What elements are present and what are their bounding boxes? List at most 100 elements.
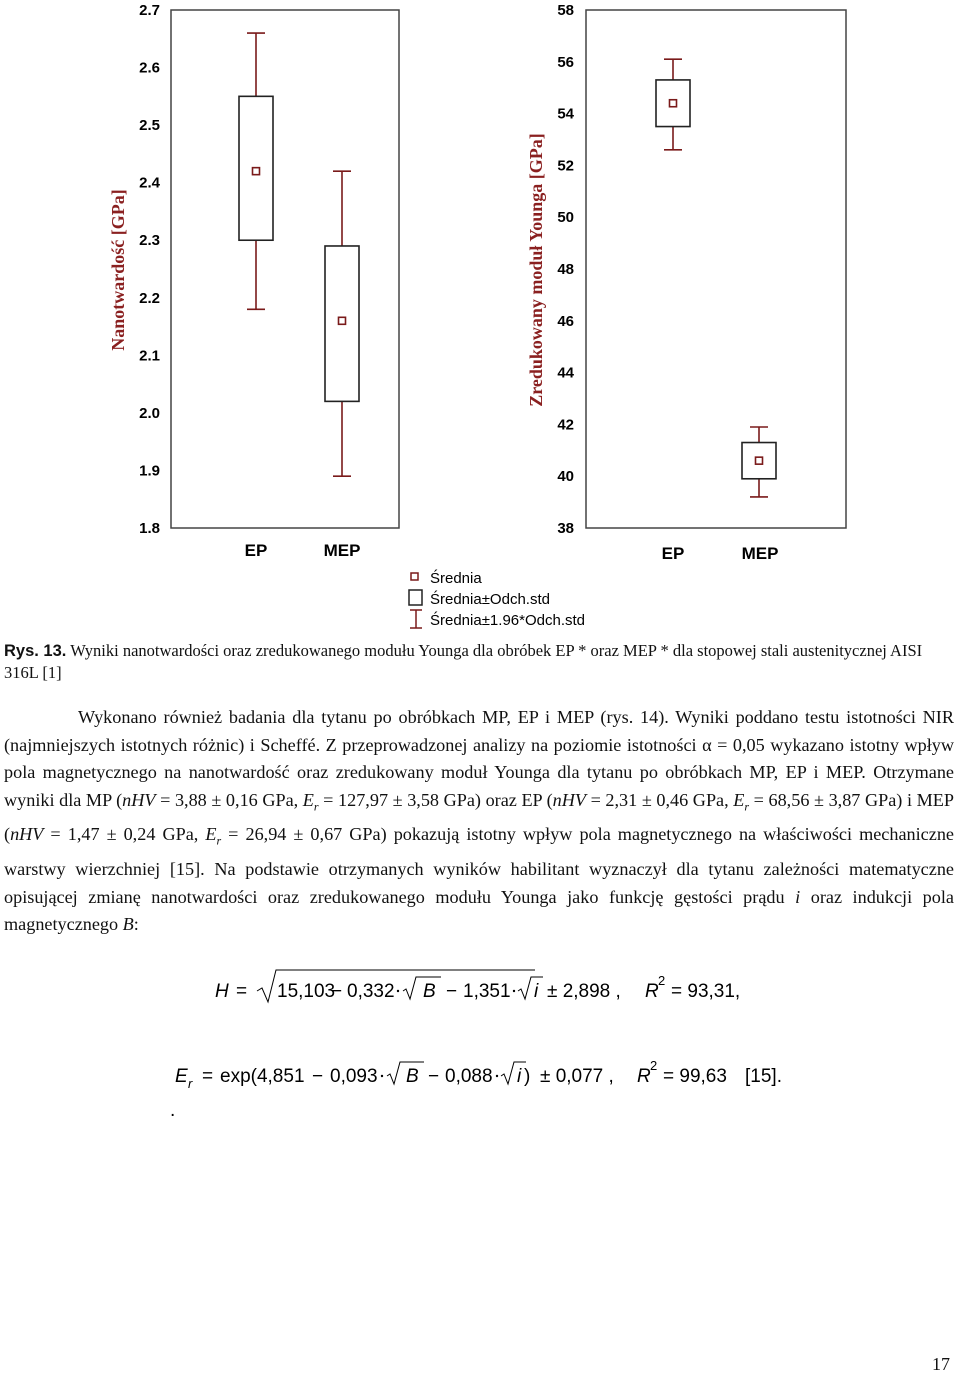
right-y-tick-label: 48	[557, 261, 574, 278]
eq2-const-3: 0,088	[445, 1066, 493, 1087]
para-er-sub-1: r	[313, 799, 319, 814]
legend: Średnia Średnia±Odch.std Średnia±1.96*Od…	[408, 569, 585, 629]
eq1-const-2: 0,332	[347, 981, 395, 1002]
legend-std-label: Średnia±Odch.std	[430, 590, 550, 608]
eq1-r: R	[645, 981, 659, 1002]
left-y-tick-label: 2.2	[139, 290, 160, 307]
para-nhv-1: nHV	[122, 790, 156, 811]
legend-mean-swatch	[410, 572, 419, 581]
stray-dot: .	[170, 1100, 175, 1121]
right-y-tick-label: 44	[557, 365, 574, 382]
left-x-tick-ep: EP	[245, 541, 268, 560]
legend-mean-label: Średnia	[430, 569, 482, 587]
legend-196std-swatch	[410, 609, 422, 629]
right-mep-box	[741, 441, 777, 480]
eq1-const-1: 15,103	[277, 981, 335, 1002]
right-ep-mean-marker	[668, 98, 678, 108]
eq2-var-i: i	[517, 1066, 522, 1087]
para-er-sub-2: r	[744, 799, 750, 814]
eq2-close: )	[524, 1066, 530, 1087]
left-ep-mean-marker	[251, 166, 261, 176]
right-mep-mean-marker	[754, 456, 764, 465]
para-text-4: = 2,31 ± 0,46 GPa,	[585, 790, 734, 811]
legend-std-swatch	[408, 589, 423, 606]
para-er-1: E	[302, 790, 314, 811]
eq2-equals: =	[202, 1066, 213, 1087]
para-text-5: = 68,56 ± 3,87 GPa) i MEP (	[4, 790, 954, 845]
left-mep-mean-marker	[337, 316, 347, 326]
left-y-tick-label: 2.5	[139, 117, 160, 134]
left-y-tick-label: 1.8	[139, 520, 160, 537]
para-er-2: E	[733, 790, 745, 811]
equation-1: H = 15,103 − 0,332 B − 1,351 i ± 2,898 ,…	[215, 969, 740, 1004]
right-y-tick-label: 38	[557, 520, 574, 537]
para-var-i: i	[795, 886, 801, 907]
left-y-tick-label: 2.7	[139, 2, 160, 19]
eq2-plusminus: ± 0,077 ,	[540, 1066, 614, 1087]
left-y-tick-label: 2.1	[139, 347, 160, 364]
eq1-minus-1: −	[331, 981, 342, 1002]
para-nhv-3: nHV	[10, 824, 44, 845]
eq1-var-i: i	[534, 981, 539, 1002]
eq1-sqrt-b	[402, 976, 441, 1001]
right-y-tick-label: 46	[557, 313, 574, 330]
eq2-minus-2: −	[428, 1066, 439, 1087]
left-y-axis-label: Nanotwardość [GPa]	[108, 189, 128, 350]
eq1-sqrt-outer	[256, 969, 535, 1004]
eq2-exp: exp(4,851	[220, 1066, 305, 1087]
eq2-ref: [15].	[745, 1066, 782, 1087]
right-y-tick-label: 52	[557, 157, 574, 174]
eq2-const-2: 0,093	[330, 1066, 378, 1087]
eq2-rhs: = 99,63	[663, 1066, 727, 1087]
left-plot-frame	[170, 9, 400, 529]
para-er-sub-3: r	[216, 834, 222, 849]
para-nhv-2: nHV	[552, 790, 586, 811]
left-y-tick-label: 2.3	[139, 232, 160, 249]
eq1-lhs: H	[215, 981, 229, 1002]
caption-label: Rys. 13.	[4, 642, 67, 660]
eq2-lhs-sub: r	[188, 1076, 193, 1091]
right-y-tick-label: 42	[557, 416, 574, 433]
page-number: 17	[932, 1354, 950, 1374]
para-text-3: = 127,97 ± 3,58 GPa) oraz EP (	[318, 790, 553, 811]
eq1-rhs: = 93,31,	[671, 981, 740, 1002]
right-y-tick-label: 54	[557, 106, 574, 123]
eq1-r-sup: 2	[658, 973, 665, 988]
left-y-tick-label: 2.4	[139, 175, 161, 192]
eq2-lhs: E	[175, 1066, 188, 1087]
right-x-tick-mep: MEP	[742, 544, 779, 563]
right-ep-box	[655, 79, 691, 128]
eq1-plusminus: ± 2,898 ,	[547, 981, 621, 1002]
eq2-sqrt-i	[500, 1061, 526, 1086]
para-text-7: = 26,94 ± 0,67 GPa) pokazują istotny wpł…	[4, 824, 954, 907]
para-er-3: E	[205, 824, 217, 845]
para-text-2: = 3,88 ± 0,16 GPa,	[155, 790, 303, 811]
legend-196std-label: Średnia±1.96*Odch.std	[430, 611, 585, 629]
eq2-r: R	[637, 1066, 651, 1087]
eq1-equals: =	[236, 981, 247, 1002]
right-y-tick-label: 50	[557, 209, 574, 226]
eq1-var-b: B	[423, 981, 436, 1002]
right-y-tick-label: 40	[557, 468, 574, 485]
figure-caption: Rys. 13. Wyniki nanotwardości oraz zredu…	[4, 640, 954, 684]
eq1-sqrt-i	[517, 976, 543, 1001]
body-paragraph: Wykonano również badania dla tytanu po o…	[4, 704, 954, 939]
right-y-tick-label: 58	[557, 2, 574, 19]
eq2-var-b: B	[406, 1066, 419, 1087]
left-y-tick-label: 2.6	[139, 60, 160, 77]
para-text-1: Wykonano również badania dla tytanu po o…	[4, 707, 954, 811]
para-text-8: oraz indukcji pola magnetycznego	[4, 886, 954, 935]
right-plot-frame	[585, 9, 847, 529]
equation-2: E r = exp(4,851 − 0,093 B − 0,088 i ) ± …	[170, 1058, 782, 1121]
eq2-sqrt-b	[386, 1061, 424, 1086]
box-plots-figure: Nanotwardość [GPa] Zredukowany moduł You…	[108, 2, 847, 629]
right-y-axis-label: Zredukowany moduł Younga [GPa]	[526, 133, 546, 407]
left-y-tick-label: 1.9	[139, 462, 160, 479]
para-text-6: = 1,47 ± 0,24 GPa,	[43, 824, 206, 845]
eq1-const-3: 1,351	[463, 981, 511, 1002]
right-x-tick-ep: EP	[662, 544, 685, 563]
eq1-minus-2: −	[446, 981, 457, 1002]
para-var-b: B	[122, 914, 134, 935]
para-text-9: :	[133, 914, 139, 935]
eq2-r-sup: 2	[650, 1058, 657, 1073]
